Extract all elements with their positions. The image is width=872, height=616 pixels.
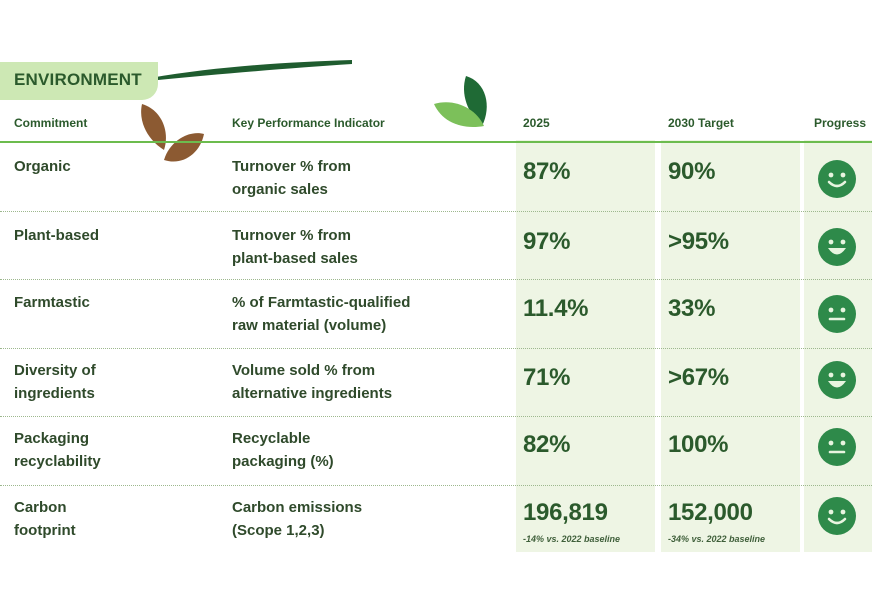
kpi-cell: Turnover % from organic sales <box>232 158 351 198</box>
kpi-cell: Recyclable packaging (%) <box>232 430 334 470</box>
value-target: 33% <box>668 295 716 322</box>
value-target: 90% <box>668 158 716 185</box>
commitment-cell: Diversity of ingredients <box>14 362 96 402</box>
row-divider <box>0 279 872 280</box>
value-2025: 87% <box>523 158 571 185</box>
commitment-cell: Carbon footprint <box>14 499 76 539</box>
column-band-target <box>661 140 800 552</box>
header-commitment: Commitment <box>14 116 88 130</box>
value-2025: 196,819 <box>523 499 608 526</box>
brown-leaf-icon <box>164 133 204 162</box>
neutral-face-icon <box>818 428 856 466</box>
value-target: 100% <box>668 431 729 458</box>
commitment-cell: Plant-based <box>14 227 100 244</box>
header-progress: Progress <box>814 116 867 130</box>
column-band-2025 <box>516 140 655 552</box>
baseline-note-2025: -14% vs. 2022 baseline <box>523 534 621 544</box>
section-tab <box>0 62 158 100</box>
commitment-cell: Organic <box>14 158 71 175</box>
brown-leaf-icon <box>141 104 166 150</box>
value-2025: 97% <box>523 228 571 255</box>
commitment-cell: Packaging recyclability <box>14 430 101 470</box>
commitment-cell: Farmtastic <box>14 294 90 311</box>
header-rule <box>0 141 872 143</box>
kpi-cell: % of Farmtastic-qualified raw material (… <box>232 294 411 334</box>
section-title: ENVIRONMENT <box>14 70 142 89</box>
header-2025: 2025 <box>523 116 550 130</box>
row-divider <box>0 416 872 417</box>
kpi-cell: Turnover % from plant-based sales <box>232 227 358 267</box>
big-smile-icon <box>818 228 856 266</box>
column-band-progress <box>804 140 872 552</box>
kpi-cell: Volume sold % from alternative ingredien… <box>232 362 393 402</box>
top-arc-shape <box>150 60 352 80</box>
header-kpi: Key Performance Indicator <box>232 116 385 130</box>
smile-icon <box>818 497 856 535</box>
value-2025: 71% <box>523 364 571 391</box>
value-target: >95% <box>668 228 729 255</box>
value-target: 152,000 <box>668 499 753 526</box>
value-2025: 82% <box>523 431 571 458</box>
row-divider <box>0 485 872 486</box>
row-divider <box>0 211 872 212</box>
neutral-face-icon <box>818 295 856 333</box>
header-2030-target: 2030 Target <box>668 116 734 130</box>
value-target: >67% <box>668 364 729 391</box>
row-divider <box>0 348 872 349</box>
big-smile-icon <box>818 361 856 399</box>
kpi-cell: Carbon emissions (Scope 1,2,3) <box>232 499 363 539</box>
smile-icon <box>818 160 856 198</box>
baseline-note-target: -34% vs. 2022 baseline <box>668 534 766 544</box>
green-leaf-icon <box>463 76 487 126</box>
value-2025: 11.4% <box>523 295 589 322</box>
green-leaf-icon <box>434 102 484 128</box>
